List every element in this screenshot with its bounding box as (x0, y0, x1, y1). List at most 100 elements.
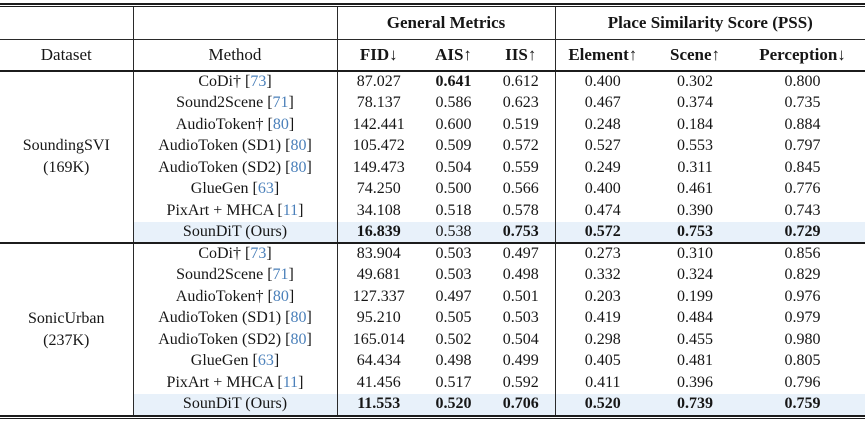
citation-link[interactable]: 63 (257, 352, 274, 370)
col-header-method: Method (133, 39, 338, 72)
col-header-element: Element↑ (555, 39, 651, 72)
comparison-table: General Metrics Place Similarity Score (… (0, 7, 865, 415)
method-name-text: Sound2Scene (176, 266, 264, 284)
metric-value: 0.553 (677, 137, 714, 155)
citation-link[interactable]: 73 (250, 245, 267, 263)
method-name: AudioToken† [80] (133, 114, 338, 136)
metric-value: 0.310 (650, 242, 741, 265)
metric-value: 0.499 (487, 350, 556, 372)
dataset-label-line: (237K) (43, 331, 90, 349)
method-name: SounDiT (Ours) (133, 221, 338, 243)
citation-link[interactable]: 80 (272, 115, 289, 133)
metric-value: 0.461 (677, 180, 714, 198)
group-header-pss: Place Similarity Score (PSS) (555, 7, 865, 40)
metric-value: 149.473 (352, 158, 405, 176)
metric-value: 0.302 (677, 73, 714, 91)
method-name: GlueGen [63] (133, 350, 338, 372)
metric-value: 0.199 (677, 287, 714, 305)
method-name: AudioToken† [80] (133, 286, 338, 308)
metric-value: 11.553 (337, 393, 420, 415)
table-row: SounDiT (Ours) 11.553 0.520 0.706 0.520 0.739… (0, 393, 865, 415)
method-name-text: GlueGen (190, 180, 249, 198)
table-row: AudioToken (SD2) [80] 149.473 0.504 0.559 0.… (0, 157, 865, 179)
metric-value: 0.623 (487, 92, 556, 114)
metric-value: 0.332 (584, 266, 621, 284)
column-header-row: Dataset Method FID↓ AIS↑ IIS↑ Element↑ S… (0, 39, 865, 72)
results-table-figure: General Metrics Place Similarity Score (… (0, 3, 865, 419)
metric-value: 83.904 (337, 242, 420, 265)
citation-link[interactable]: 80 (272, 287, 289, 305)
metric-value: 0.797 (784, 137, 821, 155)
table-row: AudioToken (SD2) [80] 165.014 0.502 0.504 0.… (0, 329, 865, 351)
metric-value: 0.566 (487, 178, 556, 200)
dataset-label-line: SoundingSVI (22, 137, 110, 155)
metric-value: 0.641 (435, 73, 472, 91)
method-name-text: AudioToken† (175, 115, 264, 133)
method-name-text: Sound2Scene (176, 94, 264, 112)
metric-value: 0.503 (420, 242, 487, 265)
metric-value: 0.502 (435, 330, 472, 348)
dataset-block: SoundingSVI (169K) CoDi† [73] 87.027 0.641 0.… (0, 71, 865, 243)
citation-link[interactable]: 11 (282, 201, 299, 219)
metric-value: 0.729 (740, 221, 865, 243)
metric-value: 0.976 (784, 287, 821, 305)
dataset-label-line: (169K) (43, 159, 90, 176)
metric-value: 0.572 (487, 135, 556, 157)
metric-value: 0.324 (677, 266, 714, 284)
metric-value: 0.273 (555, 242, 651, 265)
metric-value: 0.520 (420, 393, 487, 415)
citation-link[interactable]: 80 (290, 137, 307, 155)
metric-value: 87.027 (356, 73, 401, 91)
metric-value: 0.559 (487, 157, 556, 179)
citation-link[interactable]: 73 (250, 73, 267, 91)
metric-value: 0.706 (487, 393, 556, 415)
group-header-spacer-dataset (0, 7, 134, 40)
method-name: PixArt + MHCA [11] (133, 200, 338, 222)
method-name-text: AudioToken (SD1) (158, 309, 282, 327)
metric-value: 0.884 (784, 115, 821, 133)
method-name-text: AudioToken (SD2) (158, 158, 282, 176)
table-bottom-rule (0, 415, 865, 419)
group-header-row: General Metrics Place Similarity Score (… (0, 7, 865, 40)
metric-value: 142.441 (352, 115, 405, 133)
metric-value: 0.856 (740, 242, 865, 265)
citation-link[interactable]: 80 (290, 309, 307, 327)
metric-value: 0.419 (584, 309, 621, 327)
table-row: AudioToken (SD1) [80] 95.210 0.505 0.503 0.4… (0, 307, 865, 329)
metric-value: 0.249 (584, 158, 621, 176)
metric-value: 0.776 (784, 180, 821, 198)
method-name: PixArt + MHCA [11] (133, 372, 338, 394)
metric-value: 0.248 (584, 115, 621, 133)
metric-value: 0.400 (584, 180, 621, 198)
citation-link[interactable]: 63 (257, 180, 274, 198)
citation-link[interactable]: 80 (290, 330, 307, 348)
method-name-text: AudioToken (SD2) (158, 330, 282, 348)
method-name: AudioToken (SD2) [80] (133, 157, 338, 179)
metric-value: 16.839 (337, 221, 420, 243)
metric-value: 0.504 (435, 158, 472, 176)
metric-value: 41.456 (356, 373, 401, 391)
metric-value: 0.400 (584, 73, 621, 91)
citation-link[interactable]: 80 (290, 158, 307, 176)
citation-link[interactable]: 11 (282, 373, 299, 391)
dataset-block: SonicUrban (237K) CoDi† [73] 83.904 0.503 0.4… (0, 242, 865, 415)
table-row: AudioToken† [80] 142.441 0.600 0.519 0.248 0.… (0, 114, 865, 136)
method-name: GlueGen [63] (133, 178, 338, 200)
metric-value: 0.374 (677, 94, 714, 112)
metric-value: 0.743 (784, 201, 821, 219)
col-header-perception: Perception↓ (740, 39, 865, 72)
metric-value: 74.250 (356, 180, 401, 198)
table-row: SoundingSVI (169K) CoDi† [73] 87.027 0.641 0.… (0, 71, 865, 243)
metric-value: 0.805 (784, 352, 821, 370)
metric-value: 49.681 (356, 266, 401, 284)
metric-value: 0.497 (487, 242, 556, 265)
table-row: SonicUrban (237K) CoDi† [73] 83.904 0.503 0.4… (0, 242, 865, 415)
metric-value: 0.527 (584, 137, 621, 155)
citation-link[interactable]: 71 (272, 266, 289, 284)
citation-link[interactable]: 71 (272, 94, 289, 112)
metric-value: 0.600 (435, 115, 472, 133)
method-name-text: AudioToken† (175, 287, 264, 305)
group-header-spacer-method (133, 7, 338, 40)
metric-value: 105.472 (352, 137, 405, 155)
metric-value: 0.455 (677, 330, 714, 348)
